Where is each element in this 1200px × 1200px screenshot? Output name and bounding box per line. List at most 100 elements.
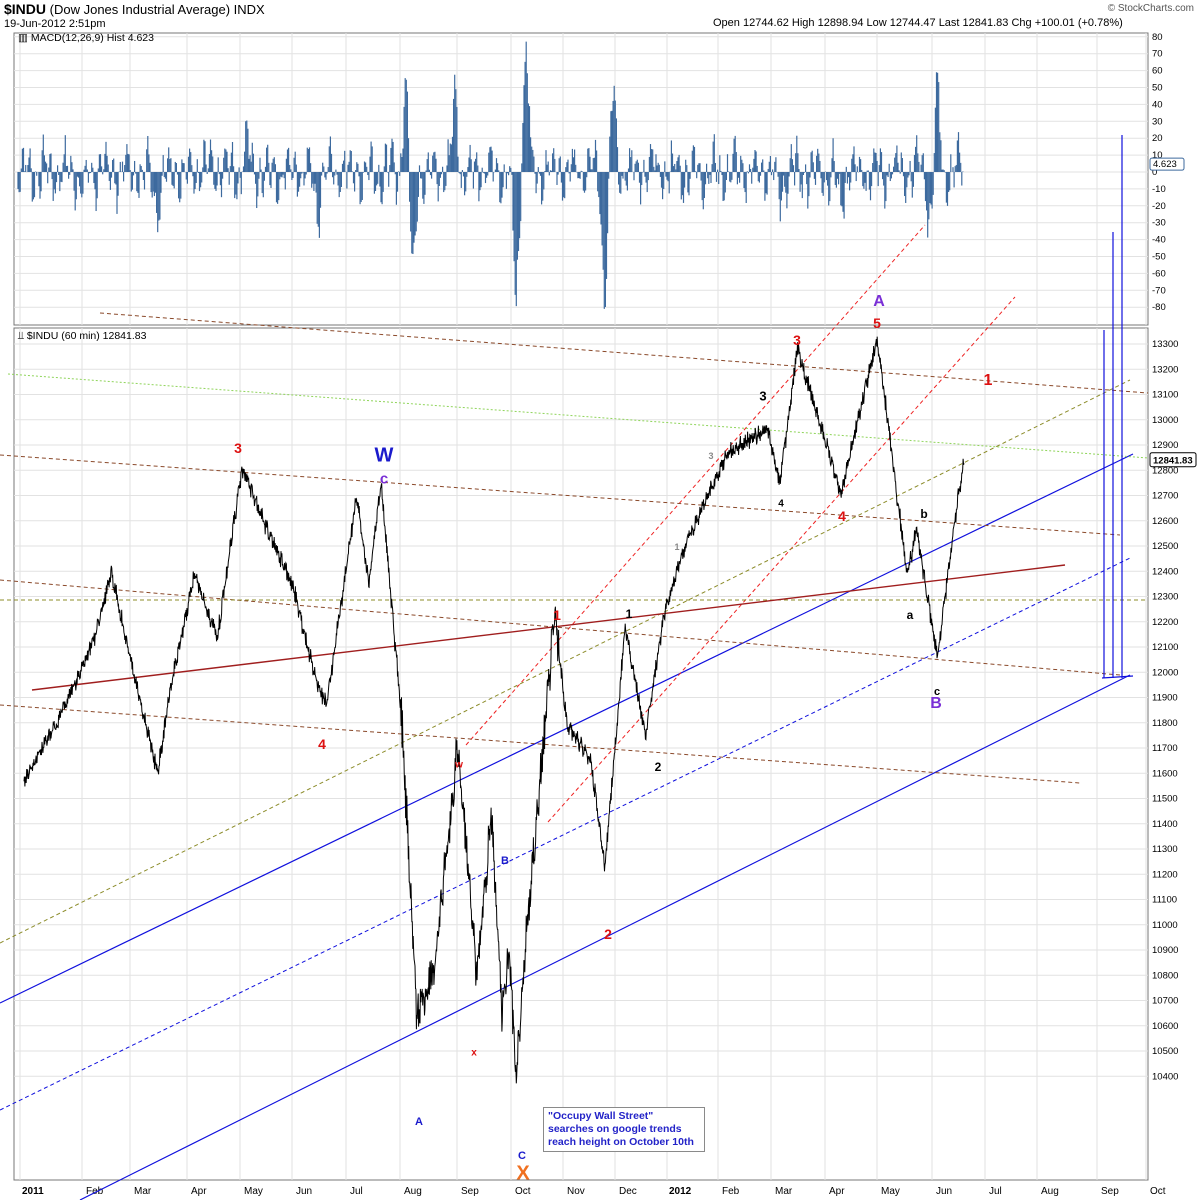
- price-tick-label: 11900: [1152, 693, 1178, 704]
- price-tick-label: 11800: [1152, 718, 1178, 729]
- price-tick-label: 12400: [1152, 566, 1178, 577]
- trend-line: [79, 674, 1131, 1200]
- price-title: ⫫ $INDU (60 min) 12841.83: [18, 330, 147, 342]
- x-axis-label: 2012: [669, 1186, 692, 1197]
- price-tick-label: 12000: [1152, 667, 1178, 678]
- wave-label: 1: [553, 607, 561, 623]
- price-line: [23, 336, 965, 1084]
- macd-tick-label: 70: [1152, 49, 1163, 60]
- trend-line: [0, 379, 1131, 944]
- price-tick-label: 11200: [1152, 869, 1178, 880]
- wave-label: b: [920, 507, 928, 521]
- price-tick-label: 10500: [1152, 1046, 1178, 1057]
- x-axis-label: Oct: [515, 1186, 531, 1197]
- trend-line: [31, 564, 1066, 691]
- macd-tick-label: -40: [1152, 235, 1166, 246]
- x-axis-label: Jul: [350, 1186, 363, 1197]
- price-tick-label: 12600: [1152, 516, 1178, 527]
- x-axis-label: Apr: [191, 1186, 207, 1197]
- macd-tick-label: -50: [1152, 252, 1166, 263]
- symbol: $INDU: [4, 1, 47, 17]
- price-value-tag: 12841.83: [1149, 452, 1197, 468]
- x-axis-label: May: [244, 1186, 263, 1197]
- wave-label: 5: [873, 315, 881, 331]
- wave-label: 3: [793, 332, 801, 348]
- macd-value-tag-text: 4.623: [1153, 159, 1177, 170]
- chart-date: 19-Jun-2012 2:51pm: [4, 18, 106, 30]
- x-axis-label: 2011: [22, 1186, 44, 1197]
- price-tick-label: 12300: [1152, 592, 1178, 603]
- trend-line: [547, 296, 1016, 823]
- price-series: [23, 336, 965, 1084]
- x-axis-label: Sep: [461, 1186, 479, 1197]
- trend-line: [0, 454, 1121, 536]
- x-axis-label: Sep: [1101, 1186, 1119, 1197]
- trend-line: [0, 579, 1121, 676]
- price-tick-label: 10600: [1152, 1021, 1178, 1032]
- price-tick-label: 11400: [1152, 819, 1178, 830]
- price-tick-label: 11300: [1152, 844, 1178, 855]
- macd-tick-label: 0: [1152, 167, 1157, 178]
- macd-tick-label: -20: [1152, 201, 1166, 212]
- macd-panel: [13, 32, 1149, 326]
- wave-label: 4: [778, 498, 784, 510]
- stockcharts-logo: © StockCharts.com: [1107, 3, 1194, 14]
- x-axis-label: Mar: [775, 1186, 793, 1197]
- wave-label: 1: [674, 542, 680, 552]
- price-tick-label: 10900: [1152, 945, 1178, 956]
- ohlc-readout: Open 12744.62 High 12898.94 Low 12744.47…: [713, 17, 1123, 29]
- price-value-tag-text: 12841.83: [1153, 456, 1193, 467]
- wave-label: 4: [838, 508, 846, 524]
- price-tick-label: 10800: [1152, 970, 1178, 981]
- wave-label: 1: [625, 607, 633, 621]
- price-tick-label: 12800: [1152, 465, 1178, 476]
- trend-lines: [0, 135, 1149, 1200]
- macd-title: ▥ MACD(12,26,9) Hist 4.623: [18, 32, 154, 44]
- x-axis-label: Aug: [404, 1186, 422, 1197]
- macd-tick-label: 50: [1152, 83, 1163, 94]
- wave-label: A: [415, 1116, 423, 1128]
- trend-line: [99, 312, 1149, 394]
- x-axis-label: Jul: [989, 1186, 1002, 1197]
- wave-label: B: [501, 855, 509, 867]
- price-tick-label: 11100: [1152, 895, 1177, 906]
- macd-tick-label: 20: [1152, 133, 1163, 144]
- x-axis-label: Jun: [296, 1186, 312, 1197]
- wave-label: c: [933, 686, 941, 698]
- wave-label: 2: [604, 926, 612, 942]
- price-tick-label: 13300: [1152, 339, 1178, 350]
- macd-value-tag: 4.623: [1149, 157, 1185, 171]
- wave-label: C: [518, 1150, 526, 1162]
- macd-tick-label: 10: [1152, 150, 1163, 161]
- chart-title: $INDU (Dow Jones Industrial Average) IND…: [4, 1, 265, 17]
- x-axis-label: Oct: [1150, 1186, 1166, 1197]
- x-axis-label: Feb: [86, 1186, 104, 1197]
- annotation-box: "Occupy Wall Street" searches on google …: [543, 1107, 705, 1152]
- price-tick-label: 13100: [1152, 390, 1178, 401]
- trend-line: [465, 224, 926, 746]
- wave-label: X: [516, 1162, 530, 1185]
- price-tick-label: 11000: [1152, 920, 1178, 931]
- x-axis-label: Jun: [936, 1186, 952, 1197]
- x-axis-label: Mar: [134, 1186, 152, 1197]
- price-tick-label: 12200: [1152, 617, 1178, 628]
- trend-line: [7, 373, 1149, 459]
- price-tick-label: 11500: [1152, 794, 1178, 805]
- macd-tick-label: -80: [1152, 302, 1166, 313]
- wave-label: B: [930, 695, 942, 712]
- index-name: (Dow Jones Industrial Average) INDX: [49, 2, 265, 17]
- price-tick-label: 13000: [1152, 415, 1178, 426]
- macd-tick-label: -30: [1152, 218, 1166, 229]
- x-axis-label: May: [881, 1186, 900, 1197]
- macd-tick-label: -10: [1152, 184, 1166, 195]
- wave-label: A: [873, 293, 885, 310]
- macd-value-tag-box: [1149, 157, 1185, 171]
- trend-line: [0, 704, 1081, 784]
- x-axis-label: Apr: [829, 1186, 845, 1197]
- macd-tick-label: -60: [1152, 268, 1166, 279]
- gridlines: [14, 33, 1148, 1180]
- x-axis-label: Nov: [567, 1186, 585, 1197]
- wave-label: 2: [654, 760, 662, 774]
- price-tick-label: 12100: [1152, 642, 1178, 653]
